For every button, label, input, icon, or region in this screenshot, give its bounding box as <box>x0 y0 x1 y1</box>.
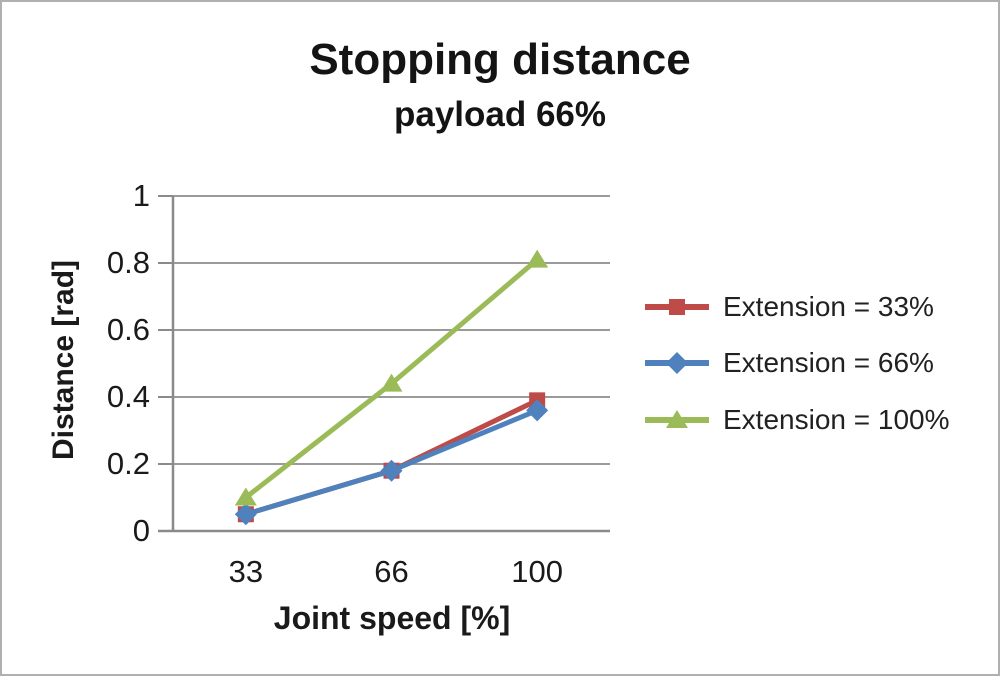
legend-label: Extension = 100% <box>723 404 950 435</box>
legend-item: Extension = 100% <box>645 404 950 435</box>
legend-marker-triangle <box>645 410 709 428</box>
y-tick-label: 1 <box>132 178 150 213</box>
marker-triangle <box>234 487 257 506</box>
marker-diamond <box>526 399 549 422</box>
series-line <box>245 398 539 517</box>
legend-label: Extension = 33% <box>723 291 934 322</box>
x-tick-label: 33 <box>228 554 264 589</box>
x-axis-title: Joint speed [%] <box>273 600 511 636</box>
y-tick-label: 0.8 <box>106 245 150 280</box>
chart-title: Stopping distance <box>309 35 691 84</box>
marker-diamond <box>380 459 403 482</box>
legend-item: Extension = 66% <box>645 347 934 378</box>
x-tick-label: 100 <box>511 554 564 589</box>
y-tick-label: 0 <box>132 513 150 548</box>
legend-label: Extension = 66% <box>723 347 934 378</box>
y-tick-label: 0.6 <box>106 312 150 347</box>
y-tick-label: 0.2 <box>106 446 150 481</box>
marker-triangle <box>526 249 549 268</box>
y-tick-label: 0.4 <box>106 379 150 414</box>
marker-triangle <box>380 373 403 392</box>
chart-subtitle: payload 66% <box>393 95 607 134</box>
legend-marker-diamond <box>645 352 709 374</box>
legend-item: Extension = 33% <box>645 291 934 322</box>
legend-marker-square <box>645 299 709 315</box>
marker-diamond <box>234 503 257 526</box>
x-tick-label: 66 <box>374 554 409 589</box>
